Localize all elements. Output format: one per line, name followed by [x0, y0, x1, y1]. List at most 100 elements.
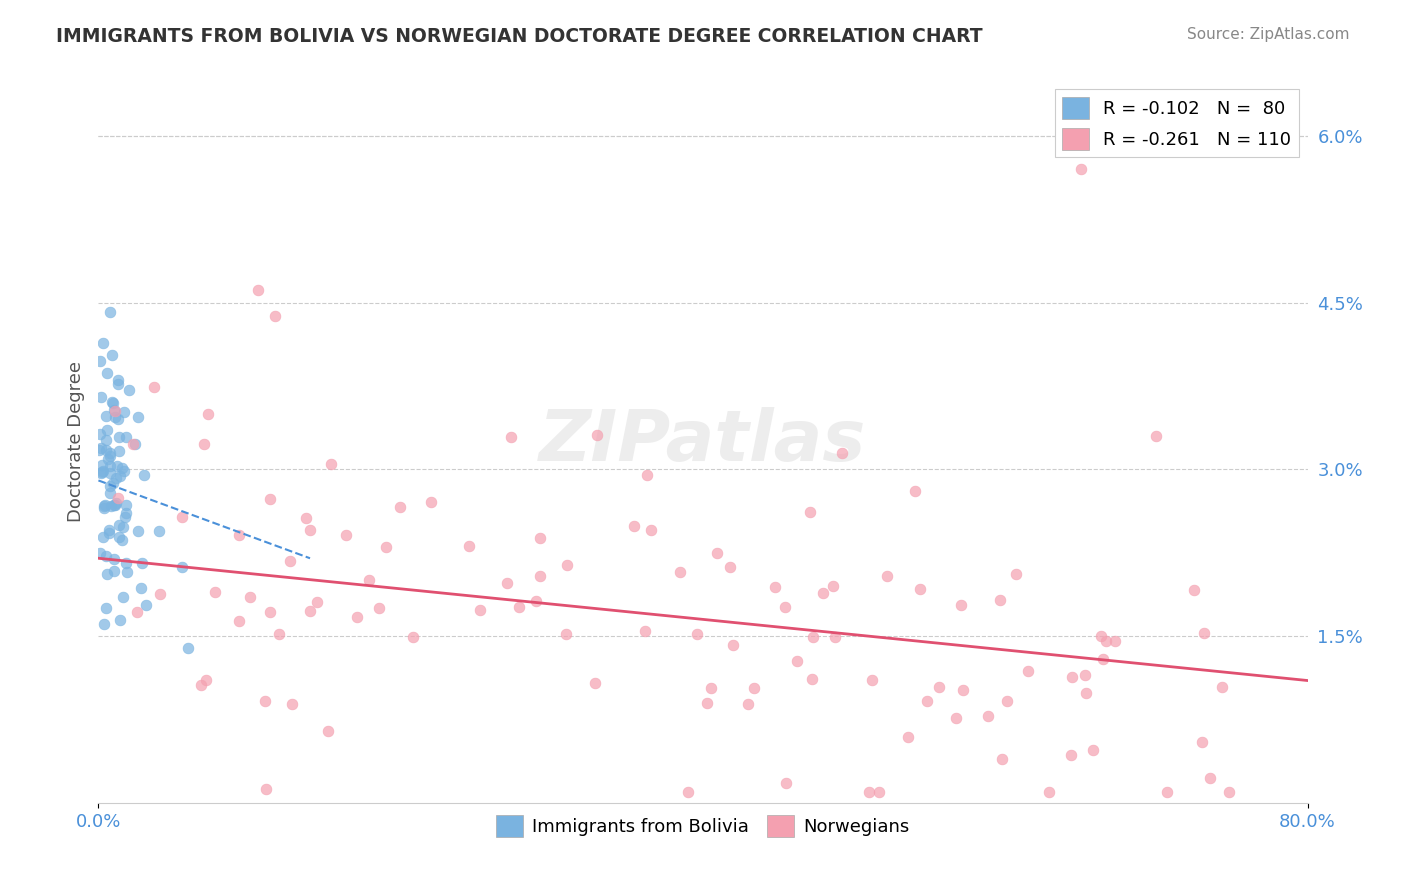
Point — [94, 442, 117, 457]
Point — [1060, 748, 1083, 763]
Point — [90, 467, 112, 481]
Point — [1074, 668, 1097, 682]
Point — [194, 673, 217, 687]
Point — [801, 673, 824, 687]
Point — [259, 492, 281, 507]
Point — [669, 565, 692, 579]
Point — [204, 584, 226, 599]
Point — [1198, 771, 1220, 785]
Point — [585, 428, 607, 442]
Point — [298, 604, 321, 618]
Point — [824, 630, 846, 644]
Point — [170, 560, 193, 574]
Point — [100, 304, 122, 318]
Point — [101, 396, 124, 410]
Point — [89, 426, 111, 441]
Point — [96, 366, 118, 380]
Point — [228, 527, 250, 541]
Point — [197, 407, 219, 421]
Point — [91, 530, 114, 544]
Point — [623, 519, 645, 533]
Point — [1194, 626, 1216, 640]
Point — [402, 630, 425, 644]
Point — [104, 410, 127, 425]
Point — [988, 593, 1011, 607]
Point — [98, 446, 121, 460]
Point — [991, 751, 1014, 765]
Point — [96, 423, 118, 437]
Point — [134, 468, 156, 483]
Point — [389, 500, 412, 514]
Point — [124, 437, 146, 451]
Point — [111, 460, 134, 475]
Point — [468, 603, 491, 617]
Point — [903, 483, 925, 498]
Point — [706, 546, 728, 560]
Point — [949, 598, 972, 612]
Point — [529, 569, 551, 583]
Point — [952, 683, 974, 698]
Point — [583, 675, 606, 690]
Point — [105, 458, 128, 473]
Point — [107, 517, 129, 532]
Point — [91, 458, 114, 472]
Point — [91, 464, 114, 478]
Point — [977, 709, 1000, 723]
Point — [501, 430, 523, 444]
Point — [90, 390, 112, 404]
Point — [316, 724, 339, 739]
Point — [1038, 785, 1060, 799]
Point — [1005, 567, 1028, 582]
Point — [170, 509, 193, 524]
Point — [107, 373, 129, 387]
Point — [799, 505, 821, 519]
Point — [813, 586, 835, 600]
Point — [718, 560, 741, 574]
Point — [101, 476, 124, 491]
Point — [246, 283, 269, 297]
Point — [1076, 685, 1098, 699]
Point — [104, 498, 127, 512]
Point — [97, 451, 120, 466]
Legend: Immigrants from Bolivia, Norwegians: Immigrants from Bolivia, Norwegians — [489, 808, 917, 845]
Point — [763, 580, 786, 594]
Point — [107, 491, 129, 506]
Point — [910, 582, 932, 597]
Point — [108, 444, 131, 458]
Point — [359, 573, 381, 587]
Point — [149, 587, 172, 601]
Point — [368, 600, 391, 615]
Point — [917, 694, 939, 708]
Point — [111, 520, 134, 534]
Point — [554, 627, 576, 641]
Point — [928, 681, 950, 695]
Point — [524, 593, 547, 607]
Point — [114, 510, 136, 524]
Point — [897, 730, 920, 744]
Point — [114, 506, 136, 520]
Point — [678, 785, 700, 799]
Point — [321, 457, 343, 471]
Point — [1191, 735, 1213, 749]
Point — [858, 785, 880, 799]
Point — [419, 495, 441, 509]
Point — [114, 556, 136, 570]
Point — [737, 697, 759, 711]
Text: ZIPatlas: ZIPatlas — [540, 407, 866, 476]
Point — [259, 605, 281, 619]
Point — [1094, 634, 1116, 648]
Y-axis label: Doctorate Degree: Doctorate Degree — [66, 361, 84, 522]
Point — [101, 348, 124, 362]
Point — [91, 465, 114, 479]
Point — [131, 556, 153, 570]
Point — [103, 552, 125, 566]
Point — [111, 533, 134, 547]
Point — [1083, 743, 1105, 757]
Point — [98, 458, 121, 473]
Point — [298, 523, 321, 537]
Point — [135, 598, 157, 612]
Point — [89, 443, 111, 458]
Point — [107, 377, 129, 392]
Point — [775, 599, 797, 614]
Point — [508, 599, 530, 614]
